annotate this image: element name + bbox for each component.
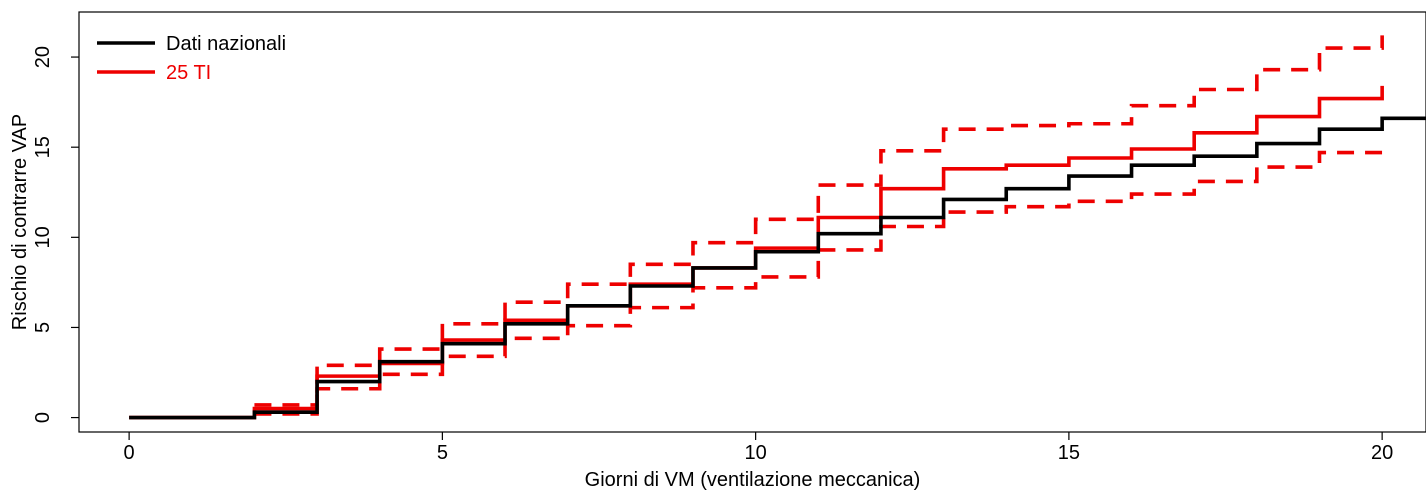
y-tick-label: 0 (32, 412, 54, 423)
x-axis: 0 5 10 15 20 (124, 432, 1393, 464)
y-tick-label: 15 (32, 136, 54, 158)
legend-label: 25 TI (166, 62, 211, 84)
legend-label: Dati nazionali (166, 33, 286, 55)
x-tick-label: 10 (745, 442, 767, 464)
y-axis: 0 5 10 15 20 (32, 46, 79, 423)
y-axis-label: Rischio di contrarre VAP (9, 114, 31, 330)
legend: Dati nazionali 25 TI (97, 33, 286, 84)
x-tick-label: 5 (437, 442, 448, 464)
y-tick-label: 20 (32, 46, 54, 68)
x-tick-label: 15 (1058, 442, 1080, 464)
y-tick-label: 5 (32, 322, 54, 333)
confidence-band-line (254, 150, 1383, 416)
x-axis-label: Giorni di VM (ventilazione meccanica) (585, 469, 921, 491)
x-tick-label: 20 (1371, 442, 1393, 464)
plot-frame (78, 11, 1426, 433)
series-line (129, 116, 1426, 420)
series-layer (129, 35, 1426, 420)
y-tick-label: 10 (32, 226, 54, 248)
x-tick-label: 0 (124, 442, 135, 464)
